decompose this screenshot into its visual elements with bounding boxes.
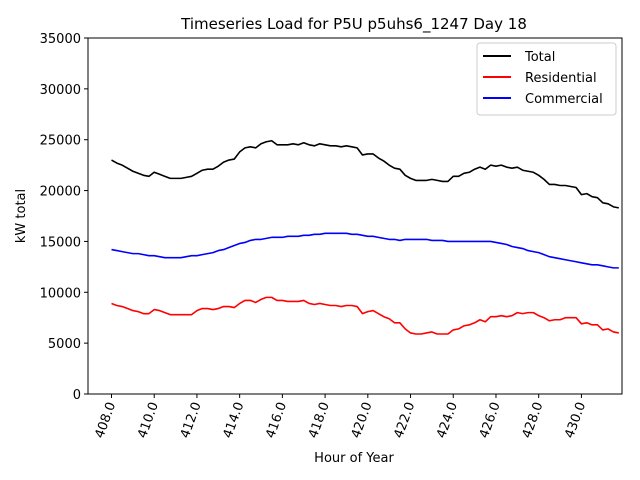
y-tick-label: 30000 [40,83,81,98]
legend-label-total: Total [524,50,555,65]
y-axis-ticks: 0 5000 10000 15000 20000 25000 30000 35000 [40,32,88,403]
chart-title: Timeseries Load for P5U p5uhs6_1247 Day … [180,15,527,34]
series-layer [111,139,619,335]
legend-box [476,42,617,116]
legend-label-residential: Residential [525,71,597,86]
series-line-commercial [111,232,619,269]
series-line-total [111,139,619,209]
y-axis-label: kW total [14,189,29,243]
series-line-residential [111,296,619,335]
legend: Total Residential Commercial [476,42,617,116]
y-tick-label: 0 [73,388,81,403]
y-tick-label: 15000 [40,235,81,250]
plot-frame [87,37,623,395]
legend-label-commercial: Commercial [525,92,603,107]
y-tick-label: 5000 [48,337,81,352]
y-tick-label: 35000 [40,32,81,47]
y-tick-label: 25000 [40,134,81,149]
x-axis-label: Hour of Year [314,451,394,466]
y-tick-label: 20000 [40,185,81,200]
y-tick-label: 10000 [40,286,81,301]
